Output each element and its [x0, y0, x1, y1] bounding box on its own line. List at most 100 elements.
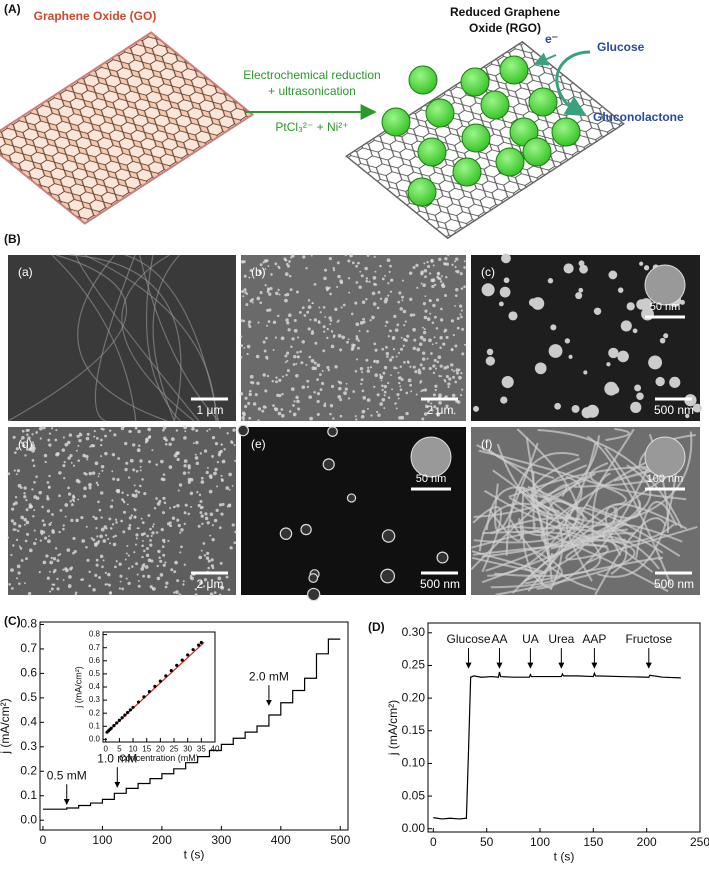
texture: [361, 300, 366, 304]
texture: [132, 468, 136, 472]
texture: [18, 582, 21, 585]
texture: [50, 521, 53, 524]
inset-particle: [410, 436, 452, 478]
texture: [277, 411, 282, 416]
texture: [173, 453, 178, 458]
texture: [490, 517, 664, 554]
texture: [150, 534, 153, 538]
y-tick-label: 0.00: [402, 821, 426, 835]
texture: [400, 336, 403, 339]
texture: [190, 505, 193, 508]
texture: [421, 357, 426, 361]
texture: [366, 254, 370, 257]
texture: [153, 507, 157, 510]
texture: [309, 318, 312, 321]
texture: [366, 330, 369, 333]
texture: [381, 529, 396, 543]
texture: [83, 494, 87, 498]
texture: [207, 566, 210, 570]
texture: [354, 301, 358, 305]
texture: [56, 577, 59, 581]
texture: [367, 366, 370, 369]
texture: [579, 264, 588, 274]
texture: [503, 277, 510, 284]
texture: [158, 499, 162, 503]
inset-scale-label: 50 nm: [416, 473, 447, 485]
texture: [162, 428, 165, 432]
texture: [51, 427, 54, 430]
texture: [183, 563, 186, 566]
texture: [38, 426, 43, 431]
texture: [389, 290, 393, 293]
texture: [433, 315, 437, 319]
texture: [112, 535, 115, 539]
texture: [163, 436, 167, 441]
texture: [337, 333, 342, 338]
texture: [459, 272, 463, 276]
texture: [262, 373, 266, 377]
texture: [125, 461, 129, 465]
annotation: Fructose: [625, 632, 672, 646]
texture: [278, 394, 282, 398]
texture: [71, 498, 75, 502]
texture: [156, 564, 159, 568]
texture: [59, 509, 63, 512]
texture: [121, 587, 125, 591]
texture: [385, 345, 388, 349]
texture: [401, 299, 404, 302]
texture: [65, 568, 69, 573]
texture: [124, 558, 127, 561]
texture: [144, 441, 148, 444]
electron-label: e⁻: [545, 32, 558, 46]
texture: [51, 513, 54, 516]
texture: [321, 381, 325, 386]
texture: [413, 338, 417, 342]
texture: [578, 287, 584, 293]
texture: [424, 295, 427, 298]
texture: [423, 328, 426, 331]
texture: [62, 568, 65, 571]
data-point: [153, 684, 157, 688]
texture: [7, 472, 11, 476]
texture: [96, 483, 100, 487]
texture: [85, 525, 88, 528]
texture: [585, 447, 642, 519]
texture: [339, 398, 343, 402]
texture: [314, 341, 318, 345]
texture: [454, 260, 457, 263]
y-tick-label: 0.20: [402, 690, 426, 704]
texture: [125, 577, 128, 580]
texture: [432, 364, 436, 368]
texture: [182, 580, 185, 583]
texture: [380, 568, 396, 584]
texture: [92, 515, 95, 519]
texture: [249, 381, 253, 384]
texture: [455, 368, 460, 372]
texture: [159, 573, 164, 577]
texture: [433, 358, 437, 362]
texture: [242, 295, 245, 298]
texture: [432, 371, 436, 375]
texture: [329, 412, 332, 416]
texture: [134, 489, 138, 493]
texture: [404, 320, 407, 323]
texture: [206, 551, 210, 555]
texture: [268, 292, 272, 296]
texture: [414, 369, 418, 374]
texture: [143, 491, 147, 496]
texture: [88, 471, 93, 476]
texture: [175, 429, 179, 432]
texture: [373, 385, 376, 388]
texture: [32, 515, 35, 518]
texture: [429, 312, 432, 315]
texture: [482, 530, 585, 582]
texture: [397, 371, 400, 374]
texture: [391, 355, 394, 359]
texture: [575, 292, 583, 300]
texture: [412, 313, 416, 317]
texture: [313, 391, 316, 394]
texture: [257, 419, 260, 422]
texture: [459, 304, 463, 308]
texture: [337, 380, 341, 383]
texture: [336, 261, 340, 265]
